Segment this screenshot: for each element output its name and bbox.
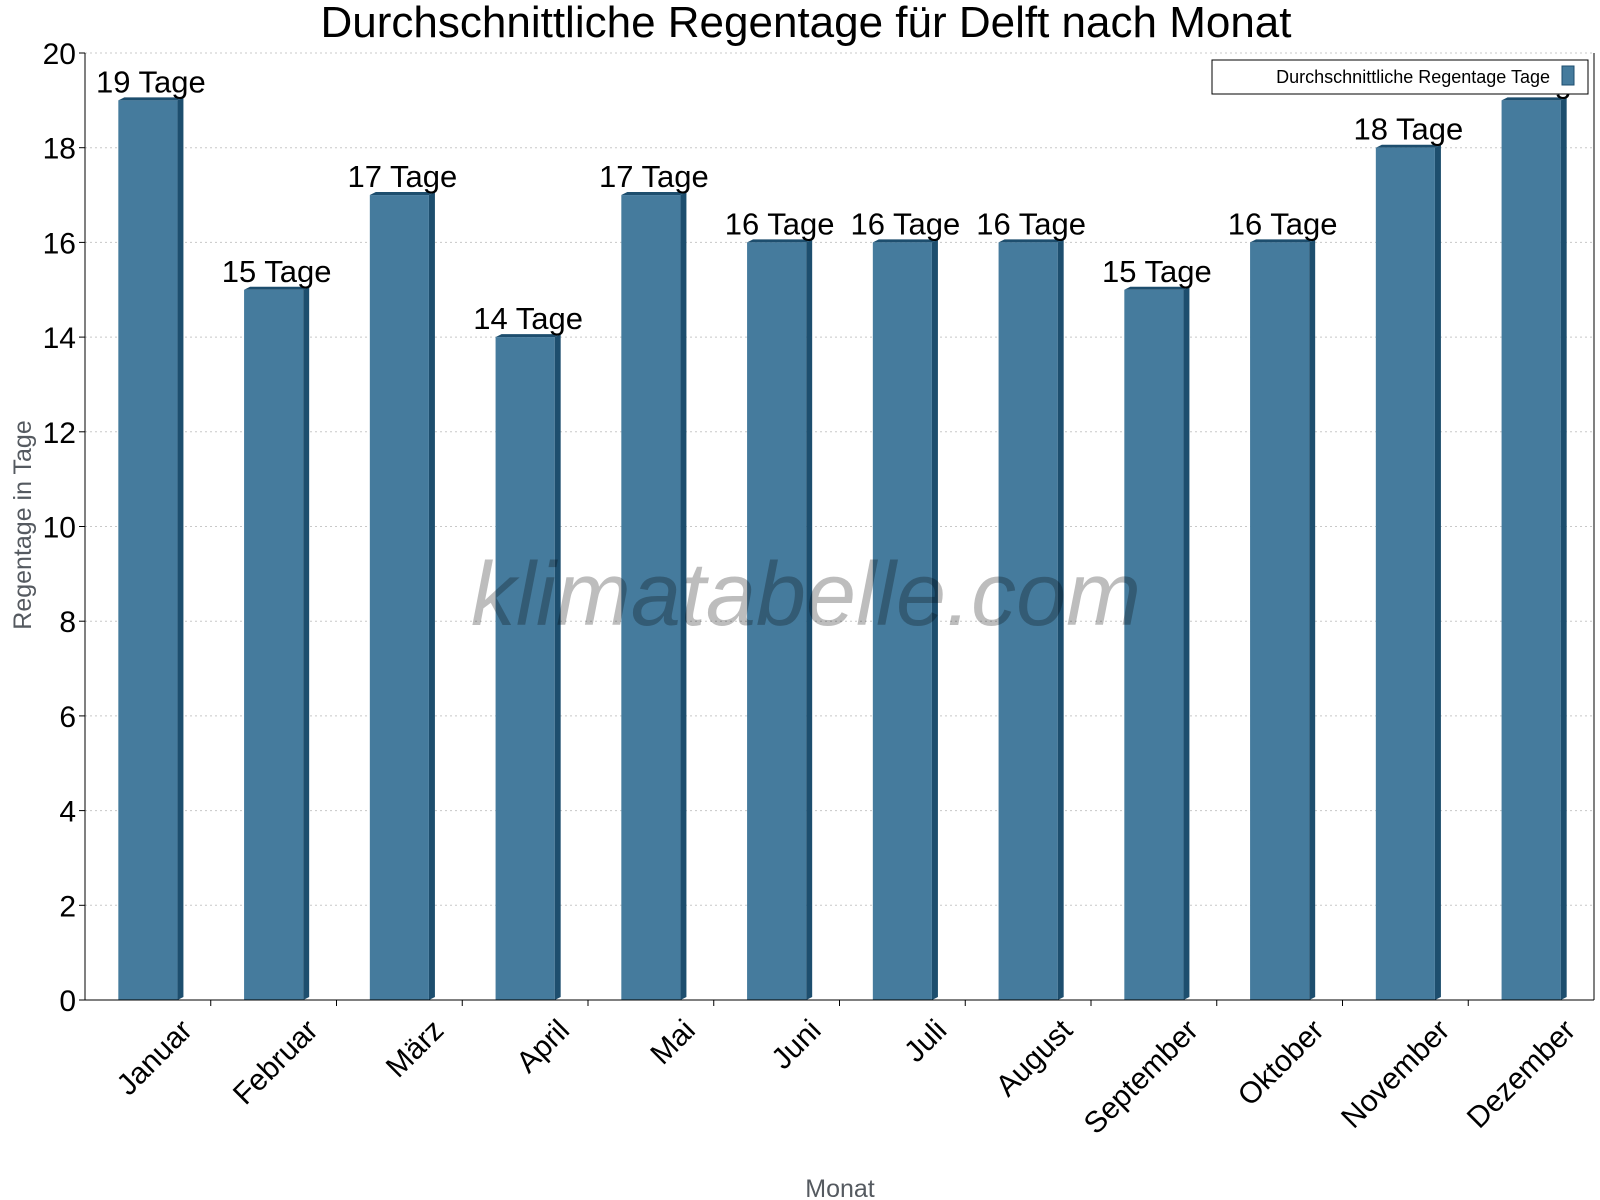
bar-side	[806, 239, 813, 1000]
bar-juli	[872, 242, 932, 1000]
bar-top	[1250, 239, 1316, 243]
gridlines	[85, 52, 1594, 906]
y-axis-ticks: 0 2 4 6 8 10 12 14 16 18 20	[43, 38, 85, 1018]
bar-dezember	[1501, 100, 1561, 1001]
data-label: 16 Tage	[850, 206, 960, 241]
x-tick-label: April	[510, 1014, 576, 1080]
bar-november	[1375, 147, 1435, 1000]
bar-august	[998, 242, 1058, 1000]
bar-side	[1057, 239, 1064, 1000]
legend-swatch	[1561, 65, 1575, 86]
y-tick-label: 10	[43, 512, 76, 545]
bar-top	[1375, 144, 1441, 148]
bar-märz	[369, 195, 429, 1001]
bar-side	[1434, 144, 1441, 1000]
bar-side	[428, 192, 435, 1001]
x-tick-label: Juni	[765, 1014, 827, 1076]
bar-februar	[244, 289, 304, 1000]
x-tick-label: Januar	[111, 1014, 199, 1102]
data-label: 19 Tage	[96, 64, 206, 99]
bar-juni	[747, 242, 807, 1000]
bar-side	[1309, 239, 1316, 1000]
x-tick-label: September	[1078, 1014, 1205, 1141]
x-tick-label: Mai	[644, 1014, 702, 1072]
bar-side	[1560, 97, 1567, 1001]
x-tick-label: August	[990, 1013, 1080, 1103]
bar-top	[998, 239, 1064, 243]
y-tick-label: 12	[43, 417, 76, 450]
x-axis-ticks: Januar Februar März April Mai Juni Juli AugustS…	[111, 1000, 1582, 1141]
watermark: klimatabelle.com	[471, 545, 1141, 645]
bar-oktober	[1250, 242, 1310, 1000]
bar-top	[244, 286, 310, 290]
chart-title: Durchschnittliche Regentage für Delft na…	[321, 0, 1292, 47]
y-tick-label: 18	[43, 133, 76, 166]
bar-september	[1124, 289, 1184, 1000]
bar-side	[680, 192, 687, 1001]
data-label: 17 Tage	[599, 159, 709, 194]
data-label: 14 Tage	[473, 301, 583, 336]
y-tick-label: 8	[59, 606, 76, 639]
x-tick-label: Oktober	[1232, 1014, 1331, 1113]
bar-top	[872, 239, 938, 243]
bar-april	[495, 337, 555, 1001]
data-label: 18 Tage	[1353, 112, 1463, 147]
bar-top	[621, 192, 687, 196]
bar-side	[1183, 286, 1190, 1000]
bar-side	[931, 239, 938, 1000]
bar-top	[369, 192, 435, 196]
bar-top	[1501, 97, 1567, 101]
x-axis-title: Monat	[805, 1175, 875, 1200]
data-label: 16 Tage	[1228, 206, 1338, 241]
y-axis-title: Regentage in Tage	[9, 420, 37, 629]
y-tick-label: 0	[59, 985, 76, 1018]
y-tick-label: 2	[59, 890, 76, 923]
bar-top	[747, 239, 813, 243]
legend-entry-label: Durchschnittliche Regentage Tage	[1276, 67, 1550, 87]
legend: Durchschnittliche Regentage Tage	[1211, 59, 1589, 95]
data-labels: 19 Tage 15 Tage 17 Tage 14 Tage 17 Tage 16 Ta…	[96, 64, 1589, 336]
bar-januar	[118, 100, 178, 1001]
data-label: 15 Tage	[222, 254, 332, 289]
y-tick-label: 6	[59, 701, 76, 734]
bar-top	[118, 97, 184, 101]
x-tick-label: November	[1335, 1014, 1456, 1135]
data-label: 16 Tage	[725, 206, 835, 241]
bar-side	[554, 334, 561, 1001]
bar-mai	[621, 195, 681, 1001]
bar-side	[177, 97, 184, 1001]
legend-box	[1211, 59, 1589, 95]
bar-side	[303, 286, 310, 1000]
data-label: 17 Tage	[347, 159, 457, 194]
data-label: 15 Tage	[1102, 254, 1212, 289]
bar-top	[495, 334, 561, 338]
x-tick-label: März	[380, 1014, 450, 1084]
y-tick-label: 14	[43, 322, 76, 355]
bars	[118, 97, 1567, 1001]
x-tick-label: Juli	[898, 1014, 953, 1069]
y-tick-label: 16	[43, 227, 76, 260]
bar-top	[1124, 286, 1190, 290]
x-tick-label: Februar	[227, 1014, 325, 1112]
data-label: 16 Tage	[976, 206, 1086, 241]
x-tick-label: Dezember	[1461, 1014, 1582, 1135]
y-tick-label: 4	[59, 796, 76, 829]
y-tick-label: 20	[43, 38, 76, 71]
